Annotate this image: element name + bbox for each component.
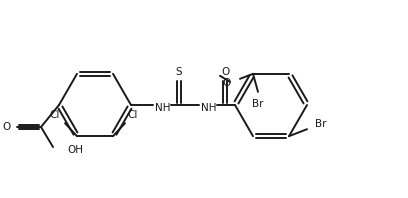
Text: S: S — [176, 67, 182, 77]
Text: O: O — [221, 67, 229, 77]
Text: Br: Br — [315, 119, 326, 129]
Text: Cl: Cl — [50, 110, 60, 120]
Text: Cl: Cl — [128, 110, 138, 120]
Text: NH: NH — [155, 103, 171, 113]
Text: O: O — [223, 78, 231, 88]
Text: NH: NH — [201, 103, 217, 113]
Text: OH: OH — [67, 145, 83, 155]
Text: O: O — [3, 122, 11, 132]
Text: Br: Br — [252, 99, 264, 109]
